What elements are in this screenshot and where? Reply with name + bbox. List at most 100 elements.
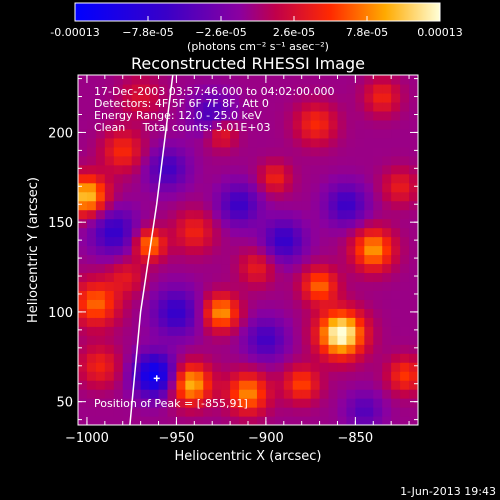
heatmap-cell [382,362,392,372]
heatmap-cell [239,299,249,309]
heatmap-cell [122,389,133,399]
heatmap-cell [355,398,365,408]
solar-limb-line [129,75,174,425]
heatmap-cell [131,101,142,112]
heatmap-cell [382,209,392,220]
heatmap-cell [86,110,97,121]
heatmap-cell [113,173,124,184]
heatmap-cell [400,335,410,345]
heatmap-cell [409,407,418,417]
heatmap-cell [265,209,276,220]
heatmap-cell [131,209,142,220]
heatmap-cell [248,128,258,139]
heatmap-cell [140,290,151,300]
heatmap-cell [355,75,365,85]
heatmap-cell [400,200,410,211]
heatmap-cell [283,407,294,417]
heatmap-cell [140,200,151,211]
heatmap-cell [292,128,303,139]
heatmap-cell [265,281,276,291]
heatmap-cell [355,137,365,148]
heatmap-cell [158,371,169,381]
heatmap-cell [310,200,321,211]
heatmap-cell [292,173,303,184]
annotation-counts: Clean Total counts: 5.01E+03 [94,121,271,134]
heatmap-cell [292,101,303,112]
heatmap-cell [212,335,222,345]
heatmap-cell [185,146,195,157]
heatmap-cell [158,227,169,238]
heatmap-cell [149,326,160,336]
heatmap-cell [391,209,401,220]
heatmap-cell [292,227,303,238]
heatmap-cell [364,416,374,425]
heatmap-cell [203,263,213,274]
heatmap-cell [382,191,392,202]
heatmap-cell [113,155,124,166]
heatmap-cell [373,245,383,256]
heatmap-cell [248,173,258,184]
heatmap-cell [78,173,88,184]
heatmap-cell [274,218,285,229]
heatmap-cell [221,227,231,238]
heatmap-cell [400,344,410,354]
heatmap-cell [364,272,374,283]
heatmap-cell [203,110,213,121]
heatmap-cell [364,245,374,256]
heatmap-cell [104,209,115,220]
heatmap-cell [382,128,392,139]
heatmap-cell [248,272,258,283]
heatmap-cell [194,92,204,103]
heatmap-cell [131,371,142,381]
heatmap-cell [131,191,142,202]
heatmap-cell [239,398,249,408]
heatmap-cell [149,101,160,112]
heatmap-cell [167,407,178,417]
heatmap-cell [283,398,294,408]
heatmap-cell [310,407,321,417]
heatmap-cell [221,119,231,130]
heatmap-cell [319,299,330,309]
heatmap-cell [239,416,249,425]
heatmap-cell [149,200,160,211]
heatmap-cell [158,92,169,103]
y-axis-label: Heliocentric Y (arcsec) [26,177,41,323]
heatmap-cell [265,110,276,121]
heatmap-cell [149,353,160,363]
heatmap-cell [337,308,348,318]
heatmap-cell [78,101,88,112]
heatmap-cell [328,146,339,157]
heatmap-cell [274,75,285,85]
heatmap-cell [292,191,303,202]
heatmap-cell [194,245,204,256]
heatmap-cell [185,236,195,247]
heatmap-cell [185,326,195,336]
heatmap-cell [185,317,195,327]
heatmap-cell [149,119,160,130]
heatmap-cell [319,353,330,363]
heatmap-cell [104,407,115,417]
heatmap-cell [409,155,418,166]
heatmap-cell [185,137,195,148]
heatmap-cell [400,209,410,220]
heatmap-cell [86,119,97,130]
heatmap-cell [230,110,240,121]
heatmap-cell [239,362,249,372]
heatmap-cell [373,218,383,229]
heatmap-cell [149,344,160,354]
heatmap-cell [167,200,178,211]
heatmap-cell [292,407,303,417]
heatmap-cell [301,155,312,166]
heatmap-cell [346,326,356,336]
heatmap-cell [274,416,285,425]
heatmap-cell [167,101,178,112]
heatmap-cell [104,308,115,318]
heatmap-cell [176,209,186,220]
heatmap-cell [221,281,231,291]
heatmap-cell [203,83,213,94]
heatmap-cell [346,416,356,425]
heatmap-cell [239,146,249,157]
heatmap-cell [158,75,169,85]
heatmap-cell [391,137,401,148]
heatmap-cell [248,75,258,85]
